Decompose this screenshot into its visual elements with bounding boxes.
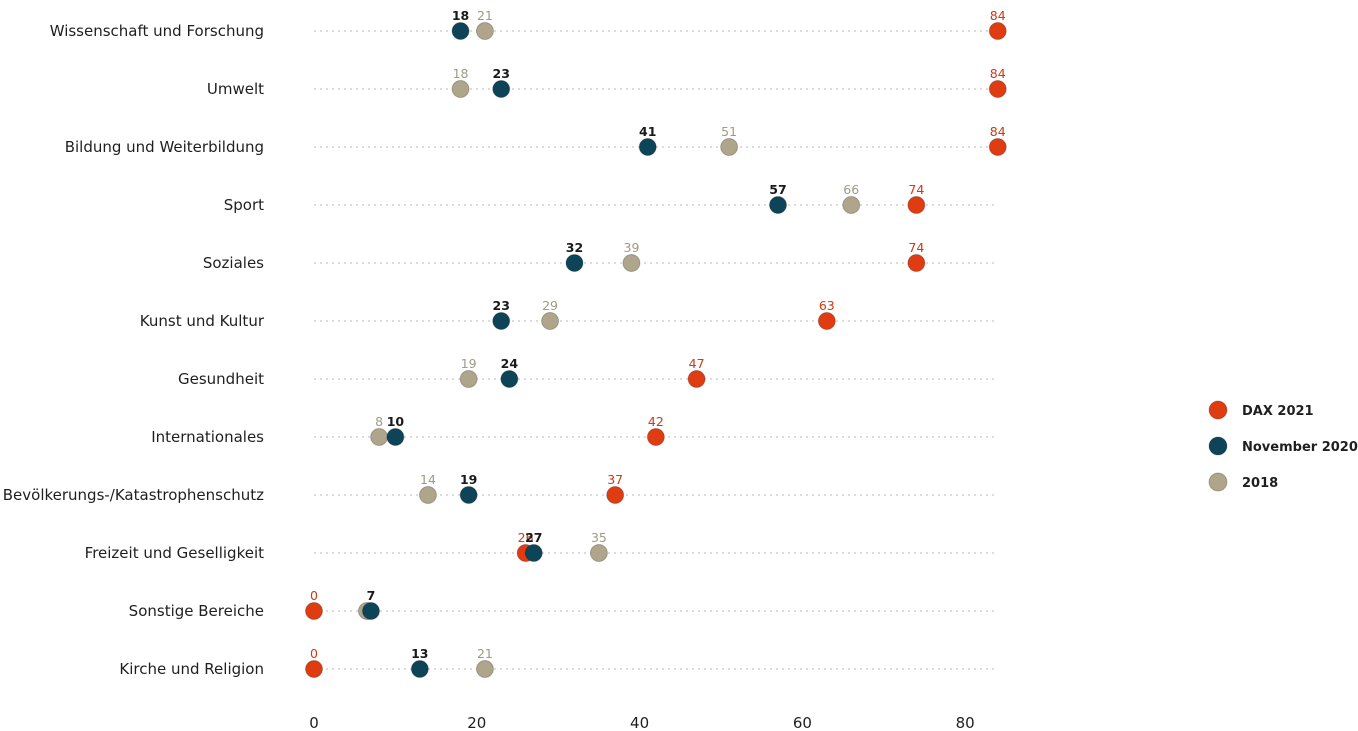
legend-label-dax-2021: DAX 2021: [1242, 404, 1314, 419]
legend-label-2018: 2018: [1242, 476, 1278, 491]
dot-november-2020: [410, 660, 429, 678]
dot-dax-2021: [817, 312, 836, 330]
category-label-sonstige-bereiche: Sonstige Bereiche: [129, 602, 264, 620]
data-label-2018: 14: [420, 472, 436, 487]
dot-2018: [622, 254, 641, 272]
dot-november-2020: [638, 138, 657, 156]
data-label-dax-2021: 47: [689, 356, 705, 371]
dot-november-2020: [565, 254, 584, 272]
category-label-umwelt: Umwelt: [207, 80, 264, 98]
data-label-dax-2021: 74: [908, 240, 924, 255]
x-tick-label: 0: [309, 714, 319, 731]
dot-dax-2021: [606, 486, 625, 504]
dot-dax-2021: [988, 22, 1007, 40]
data-label-november-2020: 41: [639, 124, 656, 139]
data-label-november-2020: 23: [493, 66, 510, 81]
x-tick-label: 60: [793, 714, 812, 731]
dot-november-2020: [492, 312, 511, 330]
dot-dax-2021: [305, 602, 323, 620]
dot-november-2020: [459, 486, 478, 504]
dot-2018: [475, 660, 494, 678]
dot-2018: [451, 80, 470, 98]
dot-2018: [842, 196, 861, 214]
legend-swatch-november-2020: [1208, 436, 1228, 456]
dot-dax-2021: [988, 138, 1007, 156]
dot-dax-2021: [907, 196, 926, 214]
category-labels: Wissenschaft und Forschung Umwelt Bildung …: [3, 22, 265, 678]
data-label-november-2020: 19: [460, 472, 477, 487]
legend-swatch-2018: [1208, 472, 1228, 492]
dot-november-2020: [386, 428, 405, 446]
data-label-november-2020: 13: [411, 646, 428, 661]
dot-november-2020: [768, 196, 787, 214]
x-tick-label: 40: [630, 714, 649, 731]
dot-2018: [370, 428, 389, 446]
dot-dax-2021: [646, 428, 665, 446]
data-label-dax-2021: 84: [990, 124, 1006, 139]
dot-november-2020: [524, 544, 543, 562]
data-label-november-2020: 18: [452, 8, 469, 23]
category-label-freizeit-und-geselligkeit: Freizeit und Geselligkeit: [85, 544, 264, 562]
data-label-2018: 21: [477, 646, 493, 661]
data-label-november-2020: 24: [501, 356, 519, 371]
data-label-dax-2021: 74: [908, 182, 924, 197]
data-labels: 21 18 51 66 39 29 19 8 14 35 21 84 84 84 74 74 63 47 42 37 2…: [310, 8, 1006, 661]
data-label-2018: 29: [542, 298, 558, 313]
category-label-soziales: Soziales: [203, 254, 264, 272]
data-label-dax-2021: 37: [607, 472, 623, 487]
category-label-bildung-und-weiterbildung: Bildung und Weiterbildung: [65, 138, 264, 156]
dot-november-2020: [500, 370, 519, 388]
legend: DAX 2021 November 2020 2018: [1208, 400, 1358, 492]
data-label-2018: 19: [461, 356, 477, 371]
dot-2018: [475, 22, 494, 40]
data-label-2018: 51: [721, 124, 737, 139]
data-label-dax-2021: 84: [990, 8, 1006, 23]
legend-swatch-dax-2021: [1208, 400, 1228, 420]
category-label-wissenschaft-und-forschung: Wissenschaft und Forschung: [50, 22, 264, 40]
data-label-november-2020: 27: [525, 530, 542, 545]
dot-2018: [720, 138, 739, 156]
category-label-sport: Sport: [224, 196, 264, 214]
dot-dax-2021: [687, 370, 706, 388]
data-points: [305, 22, 1007, 678]
dot-november-2020: [492, 80, 511, 98]
dot-dax-2021: [988, 80, 1007, 98]
dot-2018: [589, 544, 608, 562]
x-axis-ticks: 0 20 40 60 80: [309, 714, 975, 731]
data-label-november-2020: 32: [566, 240, 583, 255]
data-label-dax-2021: 63: [819, 298, 835, 313]
dot-2018: [541, 312, 560, 330]
category-label-bev-lkerungs-katastrophenschutz: Bevölkerungs-/Katastrophenschutz: [3, 486, 264, 504]
legend-label-november-2020: November 2020: [1242, 440, 1358, 455]
data-label-2018: 35: [591, 530, 607, 545]
dot-2018: [418, 486, 437, 504]
data-label-2018: 66: [843, 182, 859, 197]
x-tick-label: 20: [467, 714, 486, 731]
data-label-dax-2021: 42: [648, 414, 664, 429]
data-label-2018: 8: [375, 414, 383, 429]
dot-dax-2021: [907, 254, 926, 272]
dot-2018: [459, 370, 478, 388]
category-label-internationales: Internationales: [151, 428, 264, 446]
data-label-november-2020: 7: [367, 588, 376, 603]
category-label-gesundheit: Gesundheit: [178, 370, 264, 388]
data-label-2018: 18: [453, 66, 469, 81]
dot-november-2020: [361, 602, 380, 620]
data-label-november-2020: 10: [387, 414, 405, 429]
data-label-november-2020: 23: [493, 298, 510, 313]
data-label-dax-2021: 0: [310, 646, 318, 661]
dot-november-2020: [451, 22, 470, 40]
data-label-2018: 39: [624, 240, 640, 255]
category-label-kirche-und-religion: Kirche und Religion: [119, 660, 264, 678]
dot-dax-2021: [305, 660, 323, 678]
data-label-dax-2021: 84: [990, 66, 1006, 81]
data-label-november-2020: 57: [769, 182, 786, 197]
x-tick-label: 80: [956, 714, 975, 731]
data-label-dax-2021: 0: [310, 588, 318, 603]
data-label-dax-2021: 26: [518, 530, 534, 545]
category-label-kunst-und-kultur: Kunst und Kultur: [140, 312, 265, 330]
data-label-2018: 21: [477, 8, 493, 23]
